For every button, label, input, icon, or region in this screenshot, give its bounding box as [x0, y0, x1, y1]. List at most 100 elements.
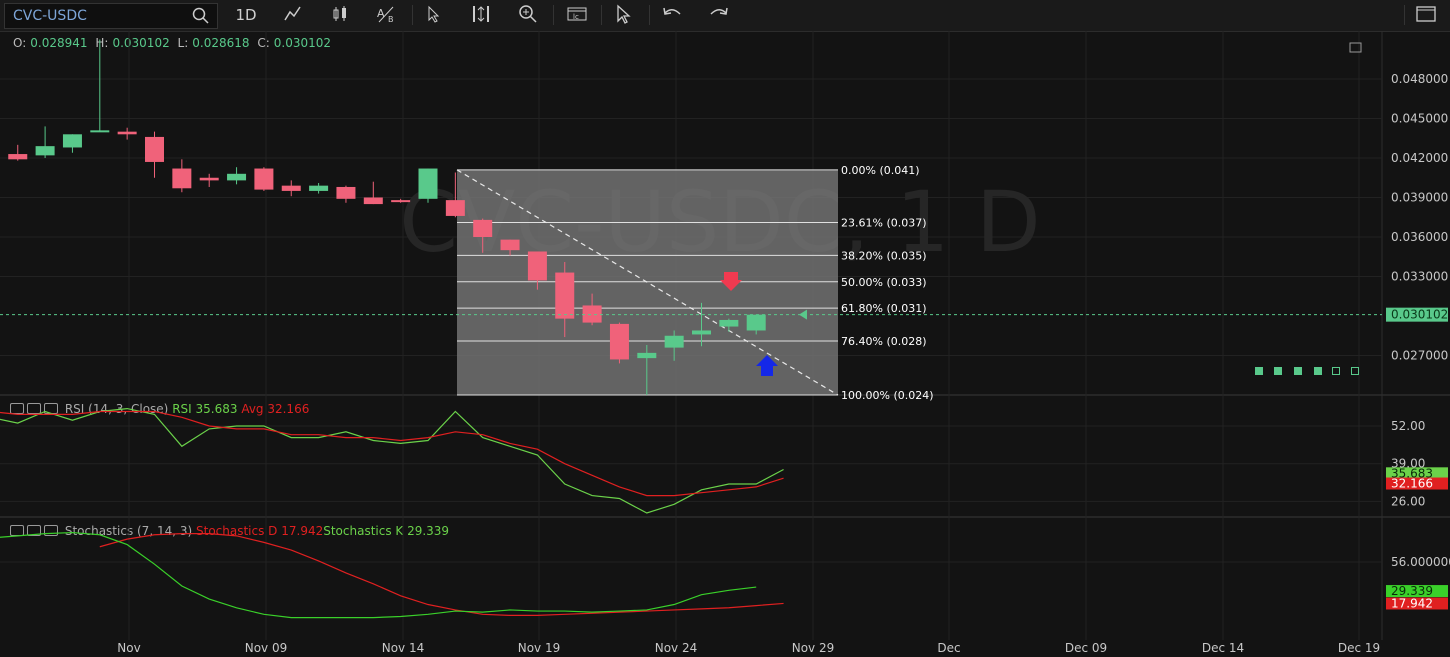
y-tick-label: 0.048000: [1391, 72, 1448, 86]
svg-text:B: B: [388, 15, 394, 24]
x-tick-label: Dec 14: [1202, 641, 1244, 655]
close-icon[interactable]: [44, 525, 58, 536]
sell-signal-arrow: [720, 272, 742, 291]
candle-body: [145, 136, 164, 162]
y-tick-label: 0.036000: [1391, 230, 1448, 244]
stoch-k-value: Stochastics K 29.339: [323, 524, 450, 538]
candle-body: [527, 251, 547, 281]
fib-level-label: 100.00% (0.024): [841, 389, 934, 402]
low-value: 0.028618: [192, 36, 250, 50]
candles: [8, 39, 766, 395]
capture-icon: [1349, 42, 1362, 53]
symbol-text: CVC-USDC: [13, 8, 87, 24]
stoch-d-line: [99, 533, 784, 617]
candle-body: [418, 168, 438, 199]
y-tick-label: 52.00: [1391, 419, 1425, 433]
indicator-icon[interactable]: [282, 4, 304, 26]
candle-type-icon[interactable]: [329, 4, 351, 26]
projection-square: [1255, 367, 1263, 375]
eye-icon[interactable]: [10, 403, 24, 414]
rsi-value-tag-label: 35.683: [1391, 466, 1433, 480]
rsi-avg-line: [0, 410, 784, 497]
candle-body: [609, 323, 629, 360]
interval-button[interactable]: 1D: [235, 6, 257, 24]
undo-icon[interactable]: [660, 4, 684, 26]
candle-body: [281, 185, 301, 191]
y-tick-label: 26.00: [1391, 494, 1425, 508]
high-value: 0.030102: [112, 36, 170, 50]
y-tick-label: 0.042000: [1391, 151, 1448, 165]
open-label: O:: [13, 36, 27, 50]
low-label: L:: [177, 36, 189, 50]
cursor-icon[interactable]: [612, 4, 634, 26]
candle-body: [637, 352, 657, 359]
y-tick-label: 39.00: [1391, 457, 1425, 471]
candle-body: [664, 335, 684, 348]
fib-level-label: 38.20% (0.035): [841, 249, 927, 262]
fib-level-label: 61.80% (0.031): [841, 302, 927, 315]
rsi-value-tag: [1386, 467, 1448, 480]
screenshot-icon[interactable]: lc: [565, 4, 589, 26]
stoch-k-line: [0, 531, 757, 619]
fib-level-label: 0.00% (0.041): [841, 164, 920, 177]
projection-square: [1274, 367, 1282, 375]
last-price-tag: [1386, 307, 1448, 322]
buy-signal-arrow: [756, 355, 778, 376]
x-tick-label: Dec 09: [1065, 641, 1107, 655]
vertical-zoom-icon[interactable]: [470, 4, 492, 26]
rsi-avg-tag-label: 32.166: [1391, 477, 1433, 491]
chart-area[interactable]: CVC-USDC, 1 D 0.00% (0.041)23.61% (0.037…: [0, 31, 1450, 657]
candle-body: [8, 154, 28, 160]
fib-level-label: 23.61% (0.037): [841, 217, 927, 230]
x-tick-label: Nov 14: [382, 641, 425, 655]
candle-body: [719, 319, 739, 327]
fib-trend-line: [456, 169, 839, 396]
x-tick-label: Nov: [117, 641, 140, 655]
search-icon[interactable]: [192, 7, 209, 28]
candle-body: [692, 330, 711, 335]
fullscreen-icon[interactable]: [1413, 4, 1439, 26]
x-tick-label: Nov 24: [655, 641, 698, 655]
fib-level-label: 50.00% (0.033): [841, 276, 927, 289]
rsi-value: RSI 35.683: [172, 402, 238, 416]
candle-body: [445, 200, 465, 216]
stoch-k-tag: [1386, 585, 1448, 598]
stoch-d-value: Stochastics D 17.942: [196, 524, 324, 538]
settings-icon[interactable]: [27, 525, 41, 536]
stoch-d-tag: [1386, 597, 1448, 610]
x-tick-label: Dec 19: [1338, 641, 1380, 655]
x-tick-label: Nov 29: [792, 641, 835, 655]
y-tick-label: 0.045000: [1391, 112, 1448, 126]
candle-body: [172, 168, 192, 189]
candle-body: [555, 272, 575, 319]
projection-square: [1351, 367, 1359, 375]
candle-body: [746, 314, 766, 331]
rsi-avg-value: Avg 32.166: [241, 402, 310, 416]
pointer-icon[interactable]: [422, 4, 444, 26]
projection-square: [1332, 367, 1340, 375]
y-tick-label: 56.000000: [1391, 555, 1450, 569]
stoch-k-tag-label: 29.339: [1391, 584, 1433, 598]
projection-square: [1314, 367, 1322, 375]
ohlc-readout: O: 0.028941 H: 0.030102 L: 0.028618 C: 0.030…: [13, 36, 335, 50]
candle-body: [90, 130, 110, 133]
symbol-search-box[interactable]: CVC-USDC: [4, 3, 218, 29]
x-tick-label: Nov 09: [245, 641, 288, 655]
settings-icon[interactable]: [27, 403, 41, 414]
close-label: C:: [257, 36, 270, 50]
rsi-line: [0, 407, 784, 514]
candle-body: [391, 200, 411, 203]
y-tick-label: 0.033000: [1391, 270, 1448, 284]
redo-icon[interactable]: [707, 4, 731, 26]
axes: Nov Nov 09 Nov 14 Nov 19 Nov 24 Nov 29 Dec Dec …: [117, 72, 1450, 655]
candle-body: [117, 131, 137, 135]
last-price-label: 0.030102: [1391, 308, 1448, 322]
candle-body: [199, 177, 219, 181]
candle-body: [473, 219, 493, 237]
candle-body: [254, 168, 274, 190]
zoom-in-icon[interactable]: [517, 4, 539, 26]
